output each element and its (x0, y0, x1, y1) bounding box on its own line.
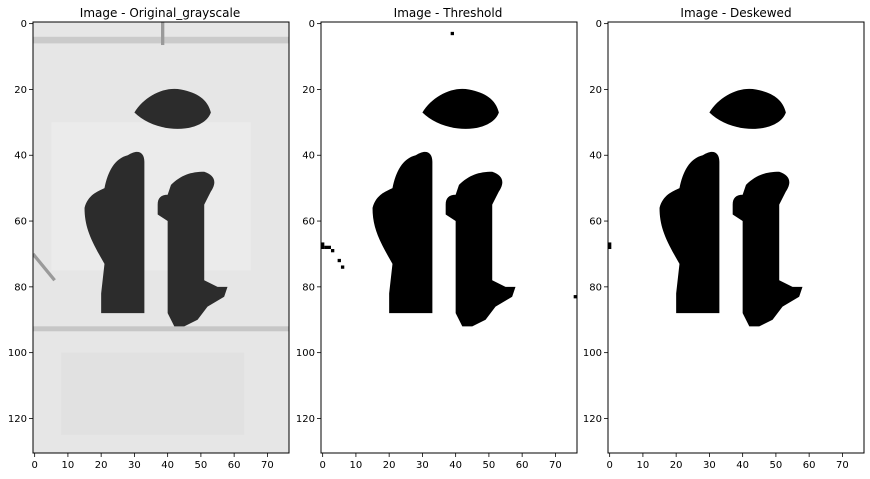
y-tick-label: 100 (8, 348, 27, 359)
x-tick-label: 0 (319, 460, 325, 471)
x-tick-label: 10 (637, 460, 650, 471)
y-tick-label: 80 (589, 282, 602, 293)
y-tick-label: 20 (14, 85, 27, 96)
y-tick-label: 40 (14, 151, 27, 162)
x-tick-label: 40 (161, 460, 174, 471)
y-tick-label: 0 (596, 19, 602, 30)
panel-title: Image - Threshold (394, 6, 503, 20)
panel-threshold: Image - Threshold (320, 6, 578, 454)
x-tick-label: 60 (803, 460, 816, 471)
panel-title: Image - Original_grayscale (80, 6, 240, 20)
x-tick-label: 20 (670, 460, 683, 471)
image-area (321, 22, 577, 453)
axes-panel-2: 0 10 20 30 40 50 60 70 0 20 40 60 80 100 120 (296, 19, 562, 471)
x-tick-label: 40 (449, 460, 462, 471)
x-tick-label: 30 (416, 460, 429, 471)
x-tick-label: 70 (836, 460, 849, 471)
image-frame (320, 21, 578, 454)
panel-title: Image - Deskewed (680, 6, 791, 20)
y-tick-label: 40 (302, 151, 315, 162)
x-tick-label: 60 (516, 460, 529, 471)
panel-original-grayscale: Image - Original_grayscale (32, 6, 290, 454)
image-frame (32, 21, 290, 454)
x-tick-label: 50 (195, 460, 208, 471)
image-frame (607, 21, 865, 454)
y-tick-label: 120 (583, 414, 602, 425)
axes-panel-1: 0 10 20 30 40 50 60 70 0 20 40 60 80 100 120 (8, 19, 274, 471)
x-tick-label: 60 (228, 460, 241, 471)
image-area (33, 22, 289, 453)
x-tick-label: 30 (128, 460, 141, 471)
x-tick-label: 0 (606, 460, 612, 471)
y-tick-label: 80 (14, 282, 27, 293)
x-tick-label: 10 (350, 460, 363, 471)
y-tick-label: 60 (14, 217, 27, 228)
panel-deskewed: Image - Deskewed (607, 6, 865, 454)
x-tick-label: 20 (95, 460, 108, 471)
y-tick-label: 60 (589, 217, 602, 228)
x-tick-label: 70 (549, 460, 562, 471)
x-tick-label: 20 (383, 460, 396, 471)
y-tick-label: 0 (309, 19, 315, 30)
y-tick-label: 0 (21, 19, 27, 30)
image-area (608, 22, 864, 453)
x-tick-label: 0 (31, 460, 37, 471)
y-tick-label: 20 (302, 85, 315, 96)
x-tick-label: 70 (261, 460, 274, 471)
y-tick-label: 120 (8, 414, 27, 425)
y-tick-label: 60 (302, 217, 315, 228)
y-tick-label: 120 (296, 414, 315, 425)
x-tick-label: 30 (703, 460, 716, 471)
x-tick-label: 10 (62, 460, 75, 471)
x-tick-label: 50 (770, 460, 783, 471)
x-tick-label: 40 (736, 460, 749, 471)
y-tick-label: 80 (302, 282, 315, 293)
x-tick-label: 50 (483, 460, 496, 471)
y-tick-label: 100 (583, 348, 602, 359)
y-tick-label: 20 (589, 85, 602, 96)
y-tick-label: 100 (296, 348, 315, 359)
y-tick-label: 40 (589, 151, 602, 162)
axes-panel-3: 0 10 20 30 40 50 60 70 0 20 40 60 80 100 120 (583, 19, 849, 471)
